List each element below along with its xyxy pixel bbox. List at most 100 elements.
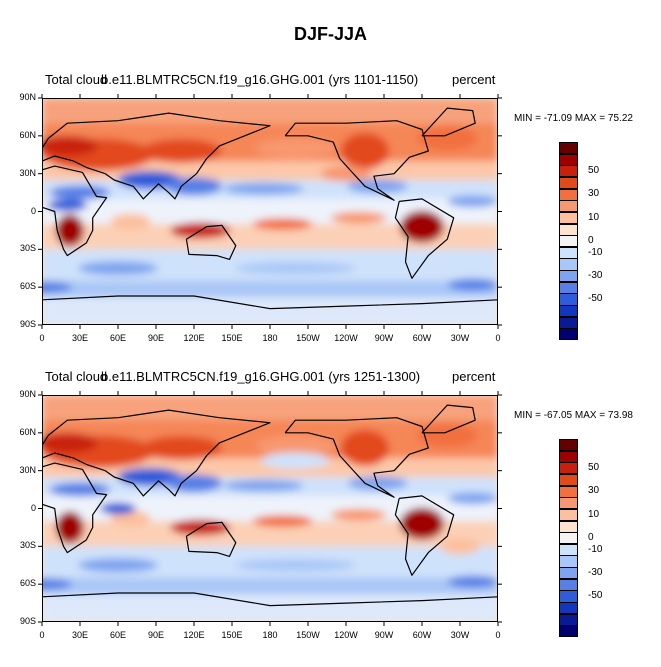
colorbar-swatch (559, 176, 578, 190)
negative-anomaly (166, 474, 222, 493)
colorbar-swatch (559, 497, 578, 510)
map-panel-2: Total cloud b.e11.BLMTRC5CN.f19_g16.GHG.… (0, 367, 661, 667)
colorbar-swatch (559, 485, 578, 498)
colorbar-swatch (559, 543, 578, 556)
lat-tick-label: 60S (19, 578, 36, 589)
colorbar-label: -10 (588, 246, 603, 258)
colorbar-swatch (559, 590, 578, 603)
coastline (42, 295, 498, 310)
lat-tick-label: 90N (19, 92, 36, 102)
negative-anomaly (235, 262, 356, 275)
colorbar-swatch (559, 473, 578, 487)
colorbar: 50 30 10 0 -10 -30 -50 (559, 142, 602, 341)
positive-anomaly (341, 132, 389, 169)
positive-anomaly (440, 538, 480, 555)
shading-band (42, 280, 498, 298)
colorbar-swatch (559, 508, 578, 522)
positive-anomaly (55, 214, 84, 247)
coastline (185, 224, 237, 260)
positive-anomaly (110, 510, 151, 527)
lon-tick-label: 0 (39, 630, 45, 640)
negative-anomaly (447, 195, 498, 208)
colorbar-label: -30 (588, 566, 603, 578)
positive-anomaly (252, 218, 313, 231)
negative-anomaly (42, 281, 72, 294)
shading-band (42, 297, 498, 325)
colorbar-swatch (559, 211, 578, 225)
coastline (284, 417, 429, 498)
lon-tick-label: 60W (412, 333, 432, 343)
lon-tick-label: 180 (262, 333, 278, 343)
negative-anomaly (78, 261, 158, 276)
negative-anomaly (347, 476, 408, 491)
colorbar-label: -50 (588, 293, 603, 305)
negative-anomaly (42, 578, 72, 591)
axis-ticks (38, 94, 502, 329)
coastline (421, 404, 476, 434)
min-max-label: MIN = -71.09 MAX = 75.22 (514, 113, 633, 124)
colorbar-swatch (559, 567, 578, 580)
colorbar-swatch (559, 305, 578, 318)
positive-anomaly (110, 213, 151, 230)
colorbar-label: 30 (588, 188, 600, 200)
colorbar-label: 0 (588, 235, 594, 246)
lon-tick-label: 0 (495, 630, 501, 640)
negative-anomaly (223, 182, 304, 195)
colorbar-label: 50 (588, 462, 600, 474)
positive-anomaly (321, 165, 371, 182)
negative-anomaly (260, 452, 331, 469)
lat-tick-label: 30N (19, 464, 36, 475)
lon-tick-label: 90E (147, 630, 164, 640)
negative-anomaly (47, 199, 88, 212)
negative-anomaly (166, 177, 222, 196)
lat-tick-label: 60N (19, 129, 36, 140)
colorbar-swatch (559, 439, 578, 452)
coastline (284, 120, 429, 201)
coastline (394, 495, 455, 576)
lon-tick-label: 90W (374, 333, 394, 343)
lat-tick-label: 60N (19, 426, 36, 437)
positive-anomaly (330, 211, 387, 224)
lon-tick-label: 30E (71, 630, 88, 640)
negative-anomaly (447, 575, 498, 588)
colorbar-label: -10 (588, 543, 603, 555)
shading-band (42, 594, 498, 622)
lon-tick-label: 120E (183, 333, 205, 343)
colorbar-swatch (559, 258, 578, 271)
lat-tick-label: 90N (19, 389, 36, 399)
shading-band (42, 98, 498, 124)
colorbar-swatch (559, 293, 578, 306)
negative-anomaly (100, 502, 136, 515)
negative-anomaly (117, 467, 182, 486)
negative-anomaly (78, 558, 158, 573)
lon-tick-label: 120W (334, 630, 358, 640)
lon-tick-label: 120W (334, 333, 358, 343)
shading-band (42, 395, 498, 421)
lon-tick-label: 60E (109, 333, 126, 343)
colorbar-label: 0 (588, 532, 594, 543)
lon-tick-label: 150W (296, 630, 320, 640)
negative-anomaly (347, 179, 408, 194)
negative-anomaly (447, 278, 498, 291)
colorbar-swatch (559, 188, 578, 201)
lon-tick-label: 30W (450, 630, 470, 640)
colorbar-swatch (559, 555, 578, 568)
positive-anomaly (417, 126, 478, 151)
colorbar-swatch (559, 328, 578, 341)
lat-tick-label: 60S (19, 281, 36, 292)
colorbar-swatch (559, 520, 578, 533)
colorbar-swatch (559, 462, 578, 475)
lon-tick-label: 150E (221, 333, 243, 343)
figure-title: DJF-JJA (293, 24, 368, 44)
colorbar-swatch (559, 165, 578, 178)
lon-tick-label: 120E (183, 630, 205, 640)
variable-label: Total cloud (45, 369, 108, 384)
positive-anomaly (42, 432, 98, 453)
lon-tick-label: 150E (221, 630, 243, 640)
map-frame (42, 98, 498, 325)
lat-tick-label: 90S (19, 616, 36, 626)
colorbar-swatch (559, 200, 578, 213)
colorbar-swatch (559, 235, 578, 248)
coastline (42, 165, 108, 257)
positive-anomaly (141, 138, 222, 163)
